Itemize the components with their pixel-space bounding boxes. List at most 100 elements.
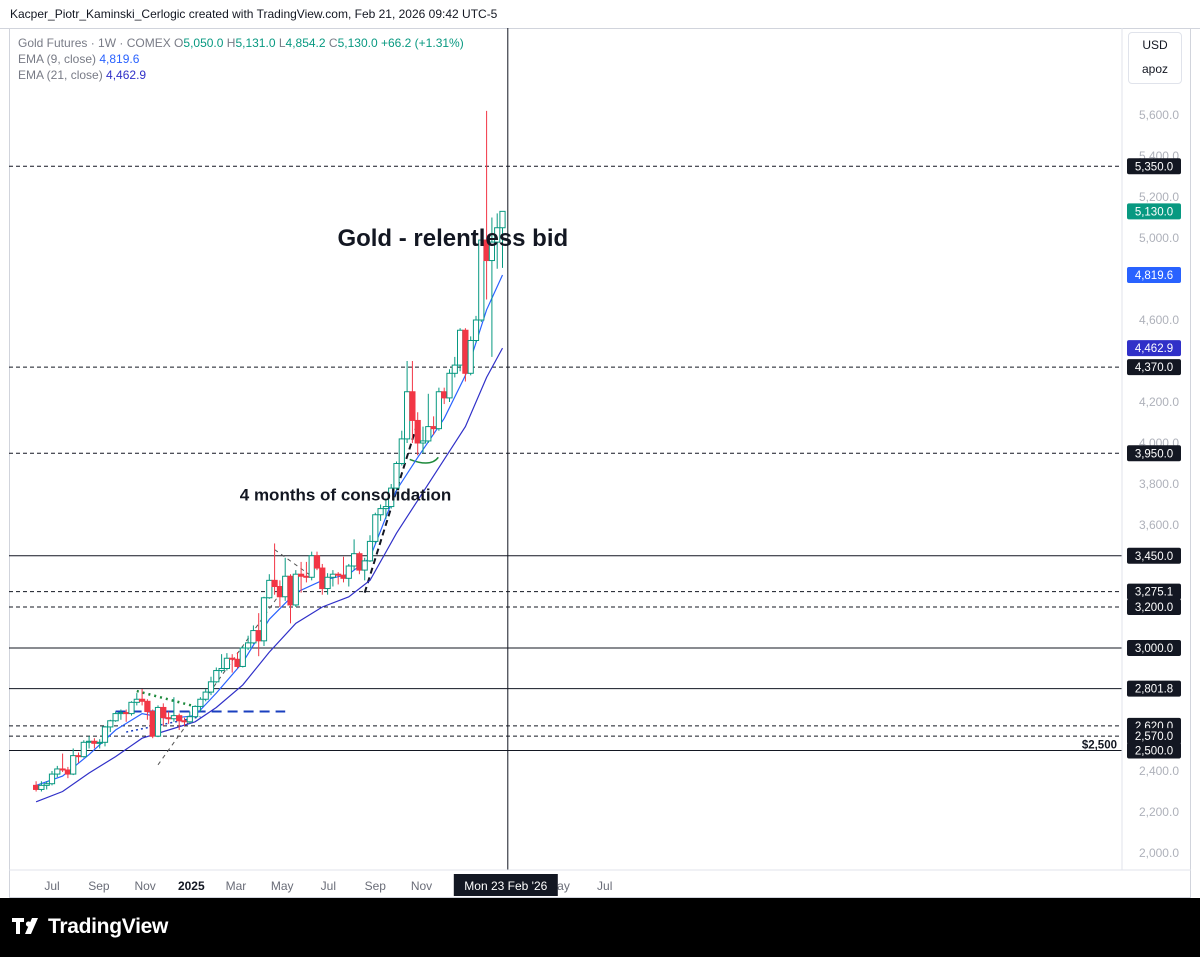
price-badge <box>1127 203 1181 220</box>
candle-body <box>117 712 125 715</box>
branding-footer <box>0 898 1200 957</box>
symbol-row: Gold Futures · 1W · COMEX O5,050.0 H5,13… <box>18 35 464 51</box>
crosshair-date-label: Mon 23 Feb '26 <box>464 879 547 893</box>
candle-body <box>345 565 352 579</box>
candle-body <box>192 705 199 718</box>
candle-body <box>366 540 374 562</box>
price-badge <box>1127 266 1181 283</box>
level-price-label: 3,950.0 <box>1135 448 1173 460</box>
candle-body <box>451 364 458 374</box>
candle-body <box>154 706 162 737</box>
ema9-label: EMA (9, close) <box>18 52 97 66</box>
candle-body <box>202 691 209 700</box>
level-price-badge <box>1127 583 1181 600</box>
level-price-label: 3,450.0 <box>1135 551 1173 563</box>
candle-body <box>91 740 98 744</box>
candle-body <box>239 647 246 667</box>
candle-body <box>324 576 331 590</box>
price-badge <box>1127 340 1181 357</box>
candle-body <box>186 716 193 723</box>
level-price-label: 2,801.8 <box>1135 684 1173 696</box>
candle-body <box>308 555 315 578</box>
candle-body <box>123 712 130 715</box>
level-price-label: 3,000.0 <box>1135 643 1173 655</box>
time-axis-tick-label: Jul <box>321 879 336 893</box>
candle-body <box>425 426 432 442</box>
level-price-label: 4,370.0 <box>1135 362 1173 374</box>
ema9-value: 4,819.6 <box>99 52 140 66</box>
candle-body <box>457 329 464 366</box>
candle-body <box>59 768 66 771</box>
candle-body <box>38 784 45 790</box>
time-axis-tick-label: May <box>271 879 294 893</box>
candle-body <box>319 567 326 590</box>
candle-body <box>139 698 146 702</box>
price-badge-label: 4,462.9 <box>1135 343 1173 355</box>
chart-frame <box>9 28 1191 898</box>
candle-body <box>276 586 283 598</box>
candle-body <box>494 227 501 243</box>
symbol-name[interactable]: Gold Futures · 1W · COMEX <box>18 36 171 50</box>
time-axis-tick-label: Jul <box>44 879 59 893</box>
candle-body <box>351 553 358 567</box>
candle-body <box>43 783 50 786</box>
time-axis-tick-label: Sep <box>365 879 387 893</box>
candle-body <box>144 700 151 713</box>
candle-body <box>149 711 156 737</box>
scale-menu: USD apoz <box>1128 32 1182 84</box>
price-axis-tick-label: 5,000.0 <box>1139 231 1179 245</box>
top-caption-bar: Kacper_Piotr_Kaminski_Cerlogic created w… <box>0 0 1200 29</box>
descending-trendline-annotation <box>136 689 196 708</box>
close-label: C <box>328 36 338 50</box>
candle-body <box>86 740 93 743</box>
tradingview-logo-icon <box>12 918 38 934</box>
price-axis-tick-label: 2,200.0 <box>1139 805 1179 819</box>
candle-body <box>329 573 336 578</box>
candle-body <box>377 508 384 516</box>
candle-body <box>234 658 241 667</box>
currency-button[interactable]: USD <box>1142 38 1168 52</box>
level-price-label: 3,275.1 <box>1135 587 1173 599</box>
tradingview-wordmark: TradingView <box>48 915 169 938</box>
candle-body <box>488 241 495 262</box>
level-price-label: 3,200.0 <box>1135 602 1173 614</box>
scale-mode-button[interactable]: apoz <box>1141 62 1169 76</box>
chart-author-caption: Kacper_Piotr_Kaminski_Cerlogic created w… <box>10 7 498 21</box>
crosshair-date-badge <box>453 874 558 896</box>
candle-body <box>75 755 82 758</box>
ema21-row[interactable]: EMA (21, close) 4,462.9 <box>18 67 464 83</box>
level-side-label: $2,500 <box>1082 740 1117 752</box>
candle-body <box>361 560 368 571</box>
level-price-label: 2,500.0 <box>1135 746 1173 758</box>
candle-body <box>176 715 183 722</box>
candle-body <box>467 340 474 374</box>
candle-body <box>271 579 278 587</box>
candle-body <box>48 773 56 785</box>
candle-body <box>245 642 252 649</box>
low-value: 4,854.2 <box>285 36 326 50</box>
price-chart[interactable]: 2,000.02,200.02,400.03,600.03,800.04,000… <box>9 28 1191 898</box>
price-axis-tick-label: 4,200.0 <box>1139 395 1179 409</box>
price-axis-tick-label: 3,600.0 <box>1139 518 1179 532</box>
candle-body <box>197 698 204 707</box>
candle-body <box>223 657 231 669</box>
level-price-badge <box>1127 640 1181 656</box>
time-axis-tick-label: Nov <box>134 879 155 893</box>
candle-body <box>282 575 289 598</box>
change-value: +66.2 (+1.31%) <box>380 36 464 50</box>
candle-body <box>218 668 225 672</box>
close-value: 5,130.0 <box>337 36 378 50</box>
price-axis-tick-label: 2,400.0 <box>1139 764 1179 778</box>
level-price-badge <box>1127 445 1181 462</box>
open-value: 5,050.0 <box>183 36 224 50</box>
consolidation-annotation: 4 months of consolidation <box>240 485 452 504</box>
candle-body <box>313 555 321 569</box>
price-axis-tick-label: 5,200.0 <box>1139 190 1179 204</box>
candle-body <box>303 575 310 578</box>
level-price-badge <box>1127 158 1181 175</box>
ema9-row[interactable]: EMA (9, close) 4,819.6 <box>18 51 464 67</box>
time-axis-tick-label: Jul <box>597 879 612 893</box>
time-axis-tick-label: 2025 <box>178 879 205 893</box>
level-price-badge <box>1127 599 1181 615</box>
candle-body <box>382 506 389 510</box>
